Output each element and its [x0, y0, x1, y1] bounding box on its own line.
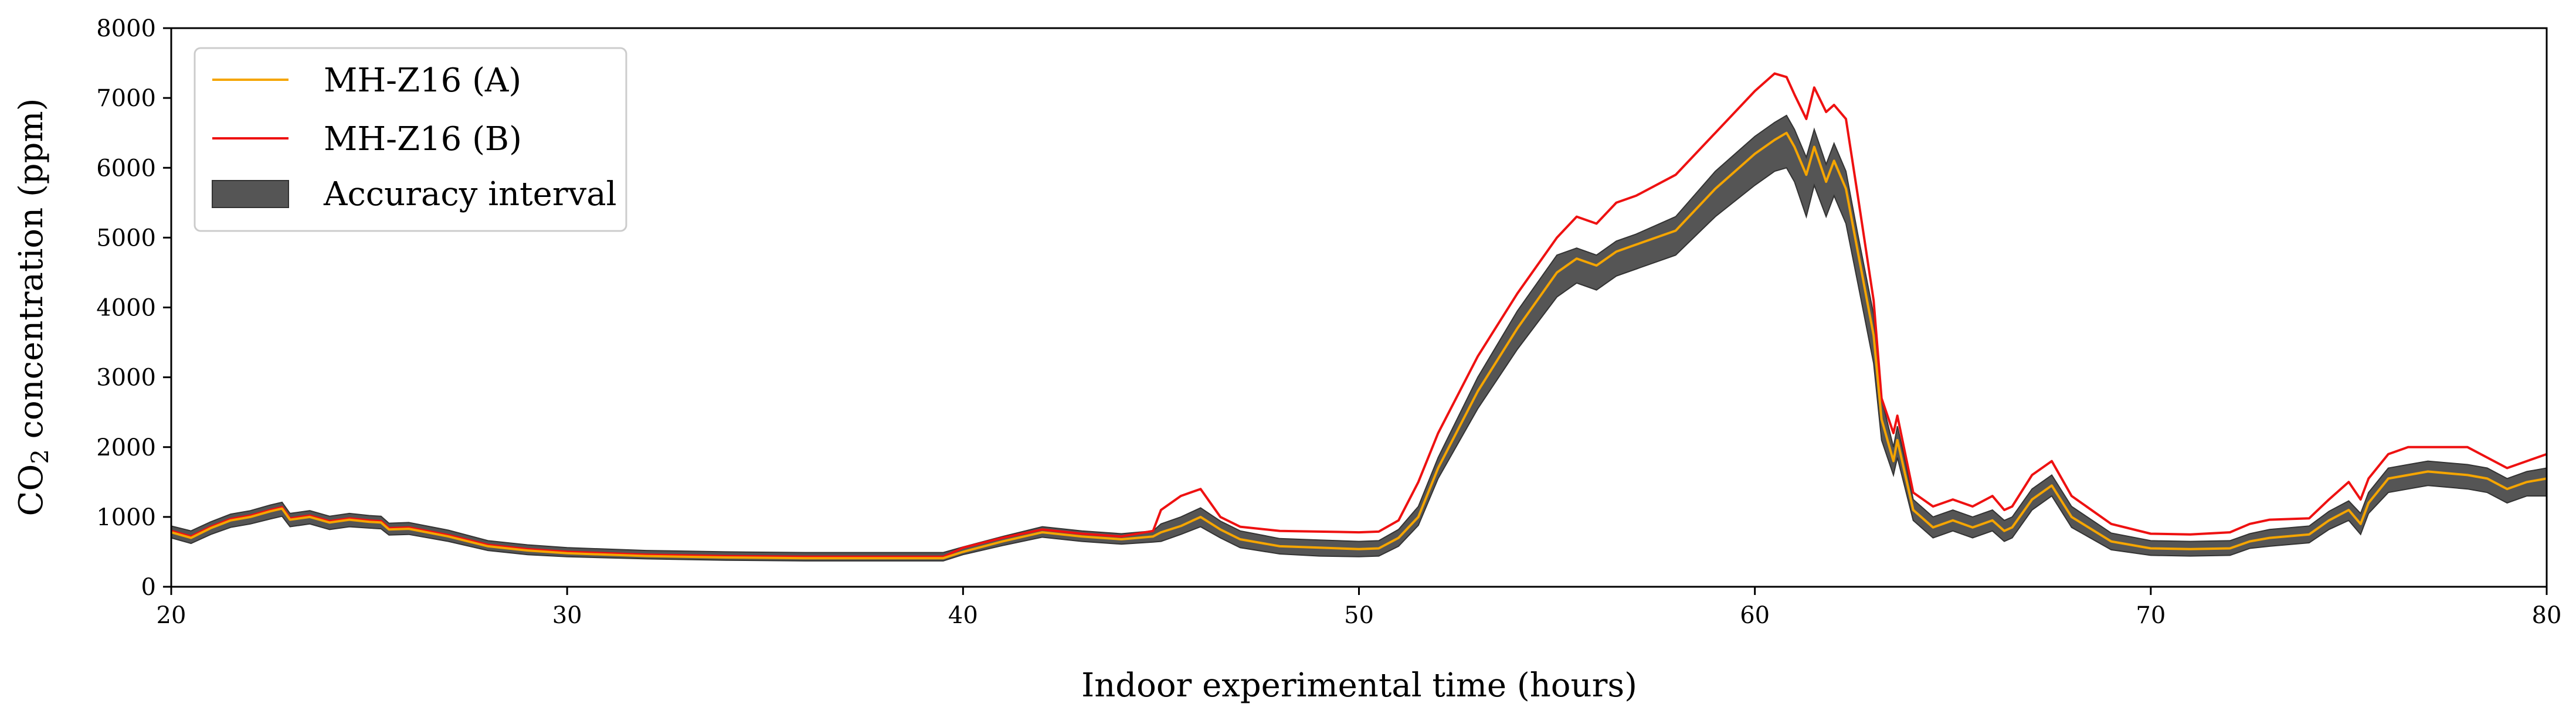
y-tick-label: 3000: [96, 365, 156, 392]
y-axis-title-main: CO: [12, 464, 50, 516]
y-axis-ticks: 0 1000 2000 3000 4000 5000 6000 7000 8000: [96, 15, 171, 601]
y-axis-title-rest: concentration (ppm): [12, 98, 50, 450]
y-axis-title: CO2 concentration (ppm): [12, 98, 54, 516]
legend-label-mh-z16-a: MH-Z16 (A): [324, 62, 521, 100]
y-tick-label: 5000: [96, 225, 156, 251]
series-lines: [171, 72, 2547, 560]
y-tick-label: 6000: [96, 155, 156, 182]
legend-box: [194, 47, 627, 232]
y-tick-label: 7000: [96, 85, 156, 112]
legend-label-mh-z16-b: MH-Z16 (B): [324, 120, 522, 158]
legend-swatch-accuracy-interval: [212, 180, 289, 208]
x-tick-label: 40: [948, 602, 978, 629]
series-line-mh-z16-b: [171, 72, 2547, 558]
x-tick-label: 30: [552, 602, 582, 629]
y-tick-label: 0: [141, 574, 156, 601]
x-axis-title: Indoor experimental time (hours): [1081, 666, 1637, 705]
y-tick-label: 4000: [96, 295, 156, 322]
y-tick-label: 2000: [96, 434, 156, 461]
x-tick-label: 20: [157, 602, 186, 629]
x-tick-label: 70: [2136, 602, 2166, 629]
series-line-mh-z16-a: [171, 131, 2547, 560]
y-axis-title-subscript: 2: [27, 449, 54, 464]
y-tick-label: 1000: [96, 504, 156, 531]
y-tick-label: 8000: [96, 15, 156, 42]
x-tick-label: 60: [1740, 602, 1770, 629]
legend: MH-Z16 (A) MH-Z16 (B) Accuracy interval: [194, 47, 627, 232]
x-tick-label: 50: [1344, 602, 1374, 629]
x-axis-ticks: 20 30 40 50 60 70 80: [157, 587, 2562, 629]
legend-label-accuracy-interval: Accuracy interval: [323, 175, 617, 213]
x-tick-label: 80: [2532, 602, 2562, 629]
